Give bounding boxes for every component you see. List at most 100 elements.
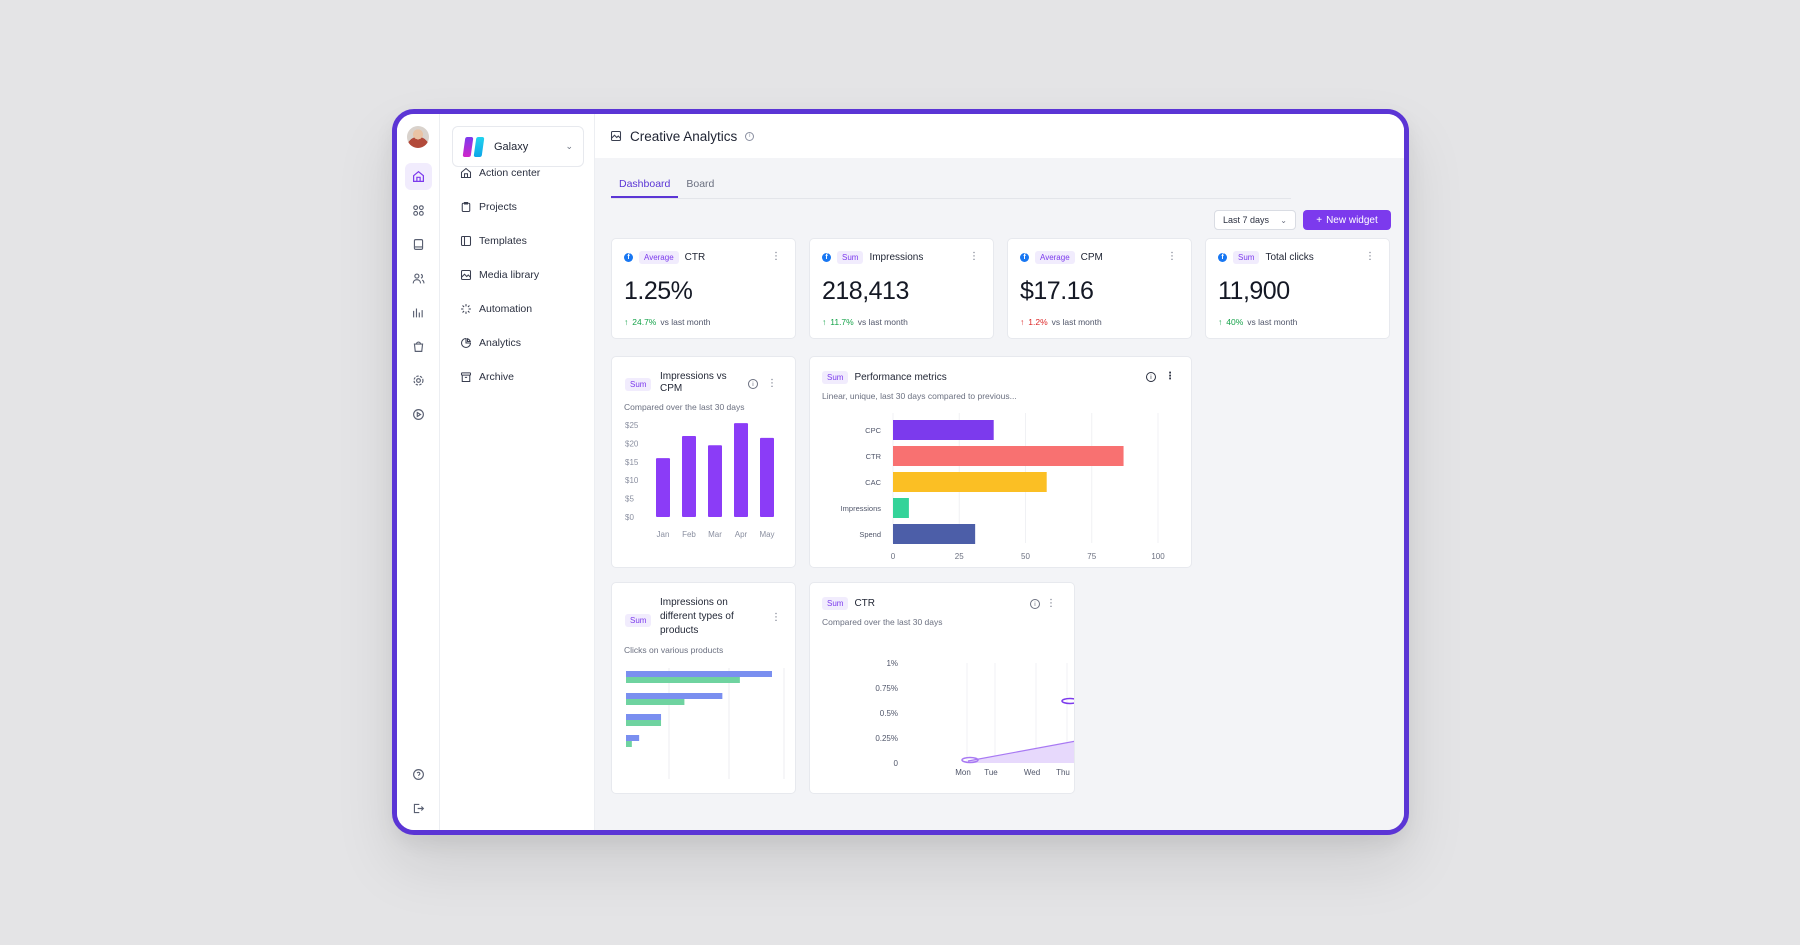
apps-icon[interactable] (405, 197, 432, 224)
y-tick-label: $25 (625, 421, 639, 430)
layout-icon (460, 235, 472, 247)
delta-suffix: vs last month (1051, 317, 1102, 327)
bar-chart-icon[interactable] (405, 299, 432, 326)
arrow-up-icon: ↑ (1020, 317, 1025, 327)
stat-card-cpm[interactable]: f Average CPM ⋮ $17.16 ↑ 1.2% vs last mo… (1007, 238, 1192, 339)
info-icon[interactable]: i (1030, 599, 1040, 609)
y-tick-label: Impressions (841, 504, 882, 513)
card-header: f Sum Total clicks (1218, 251, 1314, 264)
performance-bar-chart: 0 25 50 75 100 CPC CTR CAC Impressions Spend (841, 413, 1165, 561)
page-header: Creative Analytics i (595, 114, 1404, 158)
x-tick-label: 25 (955, 552, 964, 561)
y-tick-label: 0.75% (875, 684, 898, 693)
x-tick-label: 100 (1151, 552, 1165, 561)
delta-suffix: vs last month (857, 317, 908, 327)
bar (893, 524, 976, 544)
icon-rail (397, 114, 440, 830)
sidebar-item-automation[interactable]: Automation (460, 299, 532, 319)
x-tick-label: Jan (657, 530, 670, 539)
bar (626, 735, 640, 741)
card-subtitle: Compared over the last 30 days (624, 402, 745, 412)
stat-delta: ↑ 40% vs last month (1218, 317, 1297, 327)
home-icon[interactable] (405, 163, 432, 190)
card-title: Impressions on different types of produc… (660, 597, 734, 636)
more-options-icon[interactable]: ⋮ (771, 251, 781, 262)
stat-card-total-clicks[interactable]: f Sum Total clicks ⋮ 11,900 ↑ 40% vs las… (1205, 238, 1390, 339)
more-options-icon[interactable]: ⋮ (767, 378, 777, 389)
plus-icon: + (1316, 214, 1323, 226)
stat-value: 11,900 (1218, 277, 1290, 305)
arrow-up-icon: ↑ (822, 317, 827, 327)
facebook-icon: f (1020, 253, 1029, 262)
x-tick-label: Thu (1056, 768, 1070, 777)
bar (656, 458, 670, 517)
tab-dashboard[interactable]: Dashboard (611, 178, 679, 198)
y-tick-label: $10 (625, 476, 639, 485)
info-icon[interactable]: i (1146, 372, 1156, 382)
sidebar-nav: Galaxy ⌄ Action center Projects Template… (440, 114, 595, 830)
workspace-switcher[interactable]: Galaxy ⌄ (452, 126, 584, 167)
tab-board[interactable]: Board (686, 178, 715, 190)
stat-card-ctr[interactable]: f Average CTR ⋮ 1.25% ↑ 24.7% vs last mo… (611, 238, 796, 339)
delta-suffix: vs last month (660, 317, 711, 327)
card-header: Sum Performance metrics (822, 371, 947, 384)
aggregation-badge: Average (1035, 251, 1075, 264)
widget-ctr[interactable]: Sum CTR i ⋮ Compared over the last 30 da… (809, 582, 1075, 794)
card-subtitle: Clicks on various products (624, 645, 724, 655)
image-icon (610, 130, 622, 142)
x-tick-label: May (759, 530, 774, 539)
gear-icon[interactable] (405, 367, 432, 394)
sidebar-item-media-library[interactable]: Media library (460, 265, 539, 285)
sidebar-item-analytics[interactable]: Analytics (460, 333, 521, 353)
avatar[interactable] (407, 126, 429, 148)
more-options-icon[interactable]: ⋮ (1165, 371, 1175, 382)
bar (682, 436, 696, 517)
info-icon[interactable]: i (748, 379, 758, 389)
aggregation-badge: Sum (625, 614, 652, 627)
aggregation-badge: Average (639, 251, 679, 264)
users-icon[interactable] (405, 265, 432, 292)
widget-products[interactable]: Sum Impressions on different types of pr… (611, 582, 796, 794)
date-range-select[interactable]: Last 7 days ⌄ (1214, 210, 1296, 230)
help-icon[interactable] (405, 761, 432, 788)
stat-delta: ↑ 11.7% vs last month (822, 317, 908, 327)
card-header: f Average CTR (624, 251, 705, 264)
book-icon[interactable] (405, 231, 432, 258)
new-widget-label: New widget (1326, 214, 1378, 226)
tab-divider (611, 198, 1291, 199)
sidebar-item-label: Automation (479, 303, 533, 315)
bar (893, 498, 909, 518)
widget-performance-metrics[interactable]: Sum Performance metrics i ⋮ Linear, uniq… (809, 356, 1192, 568)
more-options-icon[interactable]: ⋮ (1046, 598, 1056, 609)
card-header: f Sum Impressions (822, 251, 923, 264)
aggregation-badge: Sum (822, 597, 849, 610)
bag-icon[interactable] (405, 333, 432, 360)
home-icon (460, 167, 472, 179)
logout-icon[interactable] (405, 795, 432, 822)
workspace-logo (462, 136, 485, 158)
sidebar-item-action-center[interactable]: Action center (460, 163, 540, 183)
play-icon[interactable] (405, 401, 432, 428)
sidebar-item-projects[interactable]: Projects (460, 197, 517, 217)
card-title: Total clicks (1265, 252, 1314, 263)
more-options-icon[interactable]: ⋮ (1167, 251, 1177, 262)
facebook-icon: f (822, 253, 831, 262)
page-title: Creative Analytics (630, 128, 738, 144)
more-options-icon[interactable]: ⋮ (1365, 251, 1375, 262)
chevron-down-icon: ⌄ (565, 141, 573, 151)
bar (893, 446, 1124, 466)
date-range-value: Last 7 days (1223, 215, 1270, 225)
y-tick-label: Spend (859, 530, 881, 539)
more-options-icon[interactable]: ⋮ (969, 251, 979, 262)
sidebar-item-templates[interactable]: Templates (460, 231, 527, 251)
aggregation-badge: Sum (1233, 251, 1260, 264)
sidebar-item-archive[interactable]: Archive (460, 367, 514, 387)
more-options-icon[interactable]: ⋮ (771, 612, 781, 623)
stat-card-impressions[interactable]: f Sum Impressions ⋮ 218,413 ↑ 11.7% vs l… (809, 238, 994, 339)
widget-impressions-vs-cpm[interactable]: Sum Impressions vs CPM i ⋮ Compared over… (611, 356, 796, 568)
bar (626, 741, 632, 747)
new-widget-button[interactable]: + New widget (1303, 210, 1391, 230)
loader-icon (461, 304, 471, 314)
y-tick-label: $15 (625, 458, 639, 467)
info-icon[interactable]: i (745, 131, 755, 141)
